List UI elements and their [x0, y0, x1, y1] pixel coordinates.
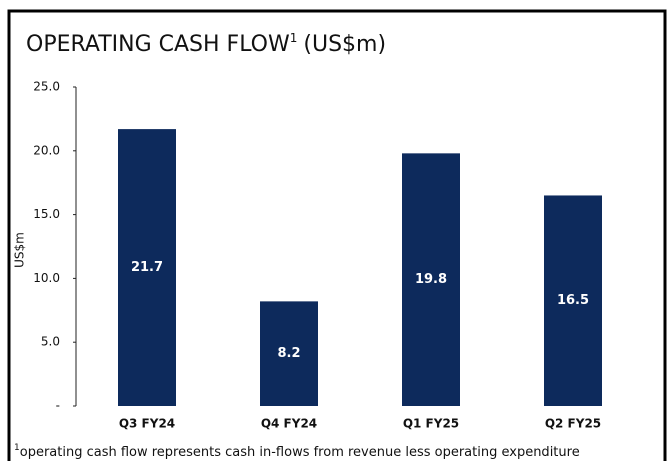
bar	[544, 195, 602, 406]
y-axis-label: US$m	[13, 232, 27, 268]
footnote: 1operating cash flow represents cash in-…	[14, 443, 580, 460]
y-tick-label: 5.0	[41, 335, 60, 349]
title-note: 1	[290, 31, 298, 45]
title-text: OPERATING CASH FLOW	[26, 32, 290, 57]
y-tick-label: -	[56, 399, 60, 413]
bar	[260, 301, 318, 406]
value-label: 21.7	[131, 260, 163, 275]
frame	[7, 9, 667, 461]
x-tick-label: Q1 FY25	[403, 417, 459, 431]
value-label: 8.2	[277, 346, 300, 361]
x-tick-label: Q4 FY24	[261, 417, 317, 431]
y-tick-label: 15.0	[33, 207, 60, 221]
y-tick-label: 10.0	[33, 271, 60, 285]
value-label: 19.8	[415, 272, 447, 287]
y-tick-label: 25.0	[33, 80, 60, 94]
x-tick-label: Q2 FY25	[545, 417, 601, 431]
chart-title: OPERATING CASH FLOW1 (US$m)	[26, 31, 386, 58]
bar	[402, 153, 460, 406]
value-label: 16.5	[557, 293, 589, 308]
title-unit: (US$m)	[303, 32, 386, 57]
x-tick-label: Q3 FY24	[119, 417, 175, 431]
bar	[118, 129, 176, 406]
footnote-mark: 1	[14, 443, 20, 453]
y-tick-label: 20.0	[33, 143, 60, 157]
footnote-text: operating cash flow represents cash in-f…	[20, 445, 580, 460]
